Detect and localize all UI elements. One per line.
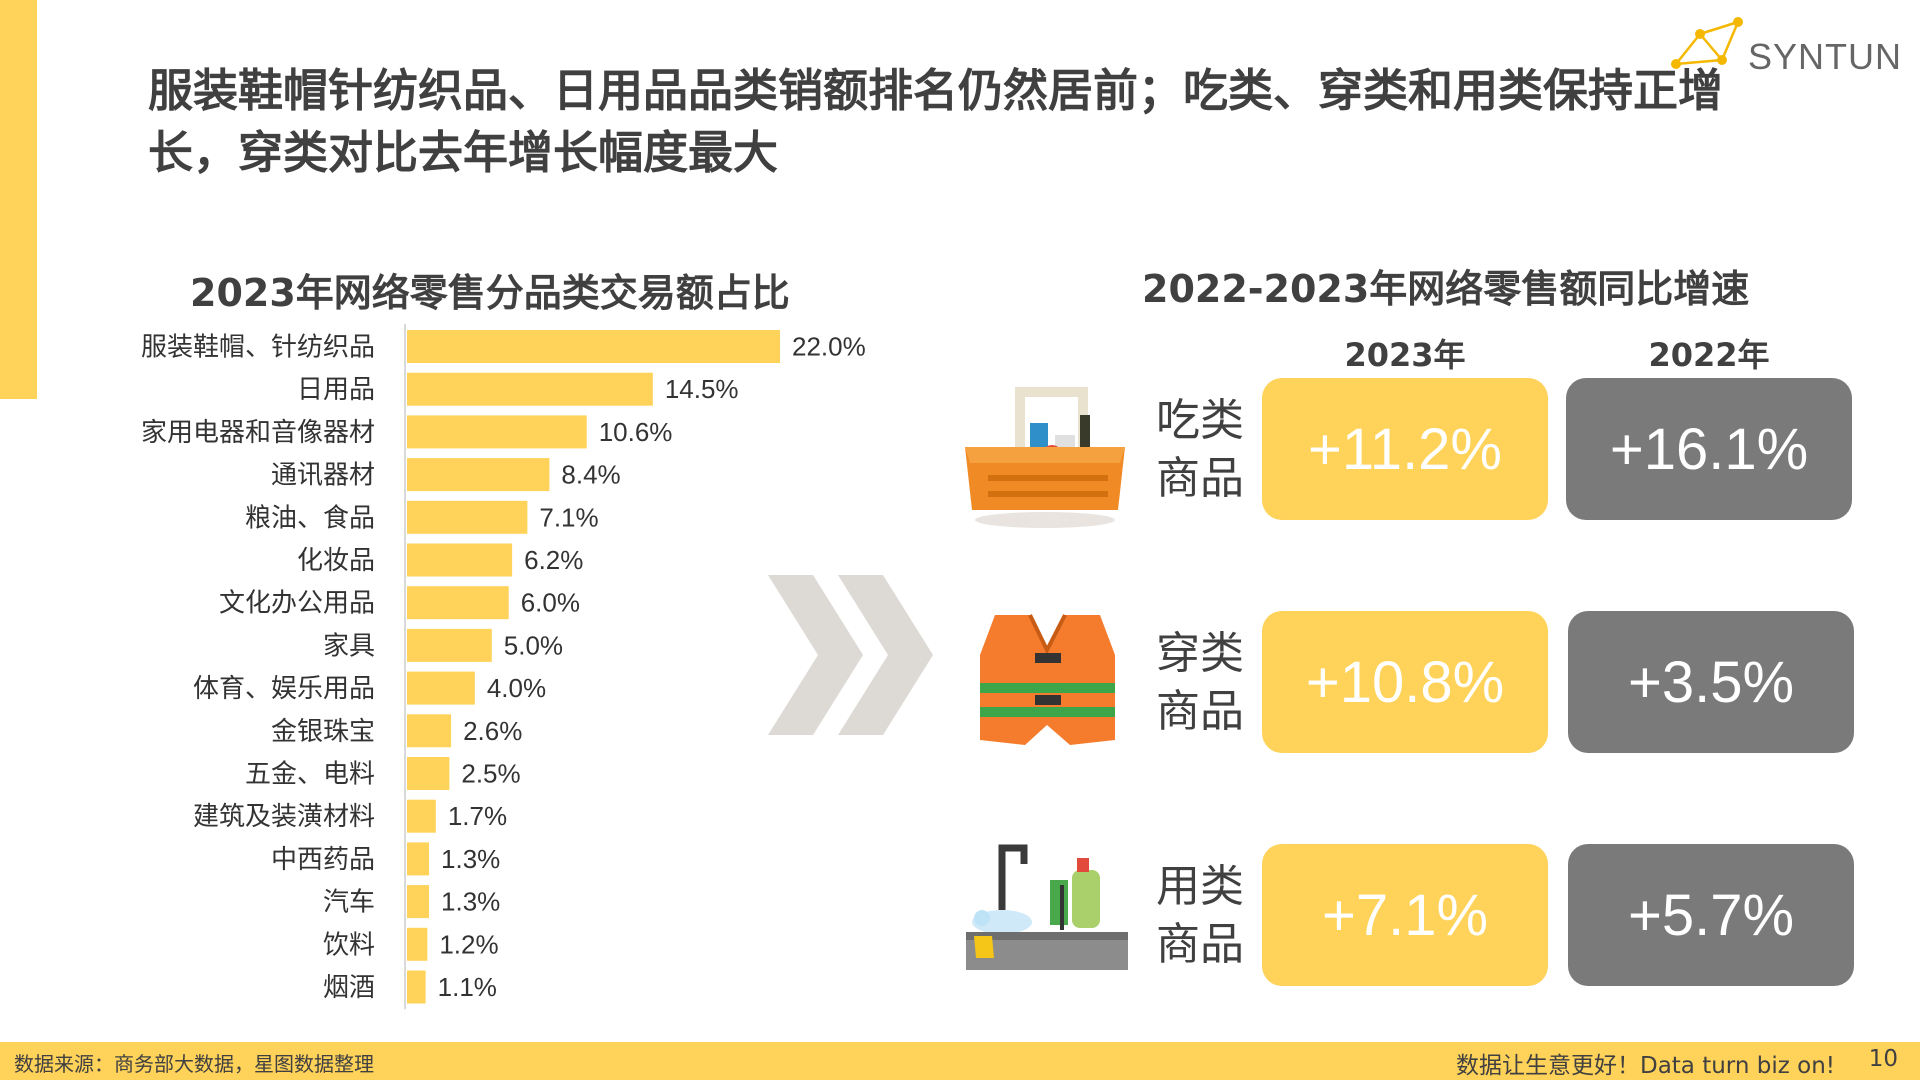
row-label-clothing-line2: 商品 <box>1156 686 1244 737</box>
row-label-household: 用类 商品 <box>1150 858 1250 974</box>
bar-value-label: 2.6% <box>463 716 522 746</box>
column-header-2022: 2022年 <box>1648 336 1770 374</box>
category-label: 饮料 <box>323 930 375 960</box>
category-label: 文化办公用品 <box>219 589 375 619</box>
category-label: 金银珠宝 <box>271 717 375 747</box>
bar-value-label: 1.3% <box>441 887 500 917</box>
row-label-food-line2: 商品 <box>1156 453 1244 504</box>
logo-text: SYNTUN <box>1748 36 1903 77</box>
bar <box>407 586 509 620</box>
clothing-2022-growth: +3.5% <box>1568 611 1854 753</box>
bar-value-label: 10.6% <box>599 417 673 447</box>
row-label-food-line1: 吃类 <box>1156 395 1244 446</box>
household-2023-growth: +7.1% <box>1262 844 1548 986</box>
bar-value-label: 1.3% <box>441 844 500 874</box>
category-label: 服装鞋帽、针纺织品 <box>141 333 375 363</box>
bar <box>407 885 430 919</box>
bar <box>407 970 426 1004</box>
category-label: 粮油、食品 <box>245 503 375 533</box>
left-accent-bar <box>0 0 37 399</box>
bar-value-label: 1.7% <box>448 801 507 831</box>
row-label-household-line2: 商品 <box>1156 919 1244 970</box>
bar <box>407 458 550 492</box>
vest-icon <box>980 614 1115 745</box>
bar <box>407 842 430 876</box>
bar <box>407 757 450 790</box>
data-source: 数据来源：商务部大数据，星图数据整理 <box>14 1052 374 1076</box>
row-label-clothing: 穿类 商品 <box>1150 625 1250 741</box>
bar <box>407 330 780 363</box>
bar-value-label: 6.2% <box>524 545 583 575</box>
bar <box>407 543 513 577</box>
page-title: 服装鞋帽针纺织品、日用品品类销额排名仍然居前；吃类、穿类和用类保持正增长，穿类对… <box>148 64 1724 179</box>
row-label-food: 吃类 商品 <box>1150 392 1250 508</box>
bar-value-label: 14.5% <box>665 374 739 404</box>
bar-value-label: 1.2% <box>439 929 498 959</box>
sink-icon <box>966 844 1128 970</box>
right-panel-title: 2022-2023年网络零售额同比增速 <box>1142 267 1750 311</box>
bar <box>407 415 587 449</box>
food-2022-growth: +16.1% <box>1566 378 1852 520</box>
bar-value-label: 6.0% <box>521 588 580 618</box>
category-label: 中西药品 <box>271 845 375 875</box>
chevron-arrows-icon <box>768 575 933 735</box>
bar-value-label: 5.0% <box>504 630 563 660</box>
bar-value-label: 7.1% <box>539 502 598 532</box>
bar-value-label: 4.0% <box>487 673 546 703</box>
row-label-household-line1: 用类 <box>1156 861 1244 912</box>
category-label: 日用品 <box>297 375 375 405</box>
category-label: 体育、娱乐用品 <box>193 674 375 704</box>
bar <box>407 372 653 406</box>
page-number: 10 <box>1868 1046 1898 1072</box>
category-label: 化妆品 <box>297 546 375 576</box>
bar-value-label: 2.5% <box>461 759 520 789</box>
category-label: 建筑及装潢材料 <box>193 802 375 832</box>
bar <box>407 671 475 705</box>
basket-icon <box>965 387 1125 528</box>
category-label: 汽车 <box>323 888 375 918</box>
row-label-clothing-line1: 穿类 <box>1156 628 1244 679</box>
category-label: 烟酒 <box>323 973 375 1003</box>
footer-slogan: 数据让生意更好！Data turn biz on! <box>1455 1053 1835 1079</box>
category-label: 通讯器材 <box>271 461 375 491</box>
bar <box>407 714 452 748</box>
category-label: 家具 <box>323 631 375 661</box>
bar <box>407 799 436 833</box>
footer-bar: 数据来源：商务部大数据，星图数据整理 数据让生意更好！Data turn biz… <box>0 1042 1920 1080</box>
left-chart-title: 2023年网络零售分品类交易额占比 <box>190 271 790 315</box>
bar <box>407 500 528 534</box>
category-label: 家用电器和音像器材 <box>141 418 375 448</box>
bar-value-label: 8.4% <box>561 460 620 490</box>
bar-value-label: 22.0% <box>792 332 866 362</box>
food-2023-growth: +11.2% <box>1262 378 1548 520</box>
household-2022-growth: +5.7% <box>1568 844 1854 986</box>
bar <box>407 927 428 961</box>
bar-value-label: 1.1% <box>438 972 497 1002</box>
category-label: 五金、电料 <box>245 760 375 790</box>
clothing-2023-growth: +10.8% <box>1262 611 1548 753</box>
syntun-logo-icon <box>1671 17 1743 69</box>
column-header-2023: 2023年 <box>1344 336 1466 374</box>
bar <box>407 628 492 662</box>
category-share-bar-chart: 服装鞋帽、针纺织品 22.0% 日用品 14.5% 家用电器和音像器材 10.6% 通讯器材… <box>141 324 866 1010</box>
